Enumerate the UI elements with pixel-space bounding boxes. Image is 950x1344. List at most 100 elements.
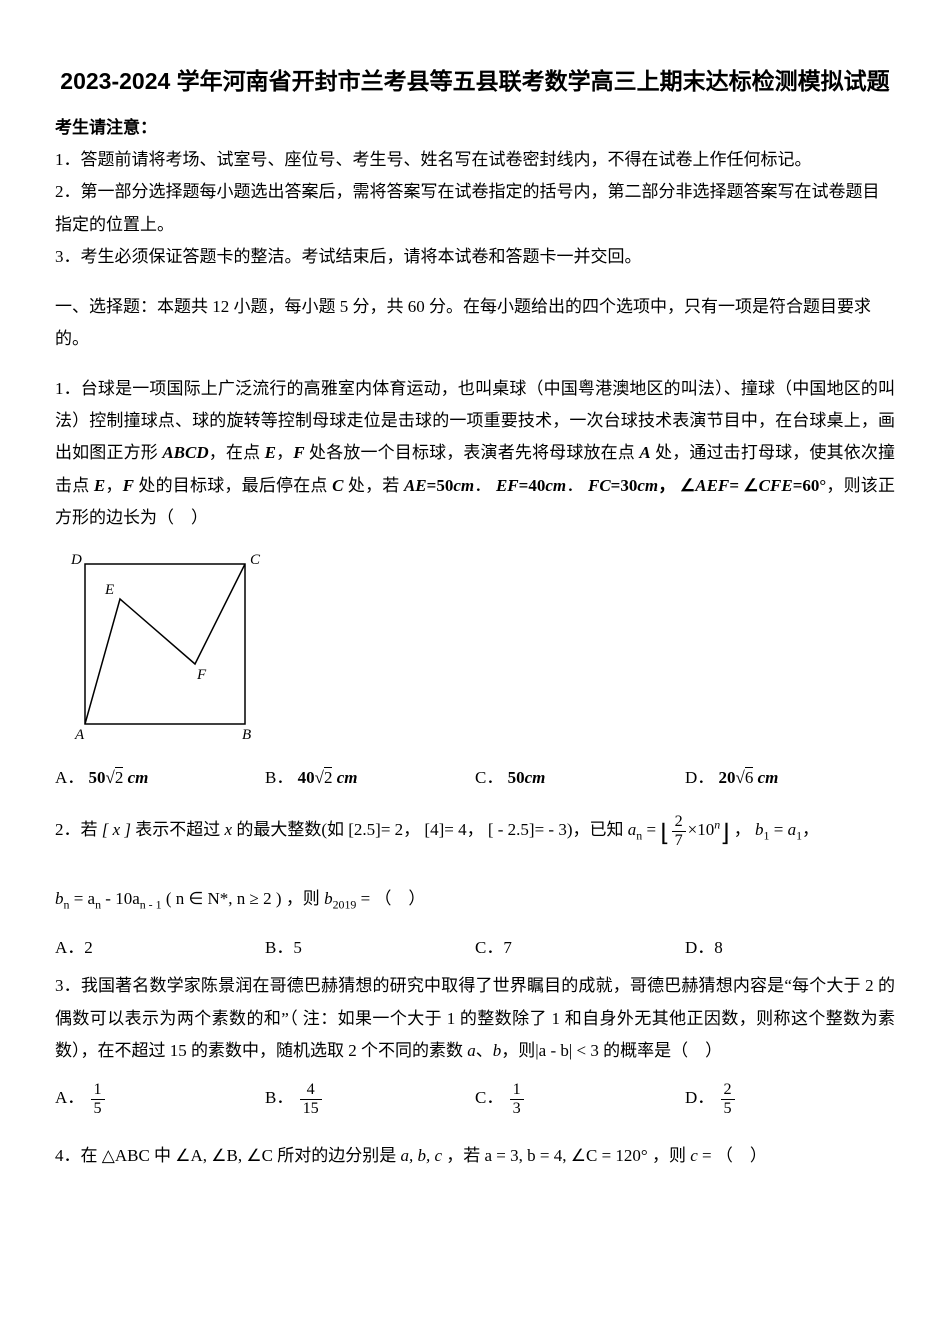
q1-D-rad: 6 bbox=[745, 767, 754, 787]
q2-ex1l: [2.5] bbox=[348, 820, 381, 839]
q4-paren: （ ） bbox=[716, 1146, 767, 1165]
q3-C-frac: 13 bbox=[510, 1081, 524, 1118]
q1-B-pre: B． bbox=[265, 768, 293, 787]
q3-D-frac: 25 bbox=[721, 1081, 735, 1118]
q2-x: x bbox=[225, 820, 233, 839]
question-1: 1．台球是一项国际上广泛流行的高雅室内体育运动，也叫桌球（中国粤港澳地区的叫法）… bbox=[55, 373, 895, 534]
q3-opt-D: D． 25 bbox=[685, 1081, 895, 1118]
q2-c2: ， bbox=[467, 820, 484, 839]
q2-eqan: = an bbox=[74, 889, 101, 908]
q1-B-cm: cm bbox=[337, 768, 358, 787]
q1-lbl-C: C bbox=[250, 552, 261, 568]
notice-line-3: 3．考生必须保证答题卡的整洁。考试结束后，请将本试卷和答题卡一并交回。 bbox=[55, 241, 895, 273]
q4-c: c bbox=[690, 1146, 698, 1165]
q1-F: F bbox=[293, 443, 304, 462]
notice-head: 考生请注意： bbox=[55, 118, 157, 137]
q4-angles: ∠A, ∠B, ∠C bbox=[175, 1146, 273, 1165]
q1-ang1: ∠ bbox=[680, 476, 695, 495]
q1-B-rad: 2 bbox=[324, 767, 333, 787]
q1-cm2: cm bbox=[545, 476, 566, 495]
q1-cm1: cm bbox=[453, 476, 474, 495]
q1-C-num: 50 bbox=[508, 768, 525, 787]
q2-10: ×10 bbox=[688, 820, 715, 839]
q1-lbl-E: E bbox=[104, 582, 114, 598]
q2-lead: 2．若 bbox=[55, 820, 98, 839]
exam-title: 2023-2024 学年河南省开封市兰考县等五县联考数学高三上期末达标检测模拟试… bbox=[55, 60, 895, 104]
q2-ex3l: [ - 2.5] bbox=[488, 820, 535, 839]
q2-cond: ( n ∈ N*, n ≥ 2 ) bbox=[166, 889, 282, 908]
q3-A-frac: 15 bbox=[91, 1081, 105, 1118]
q3-then: ，则 bbox=[501, 1041, 535, 1060]
q2-an: an bbox=[628, 820, 642, 839]
q1-AE: AE bbox=[404, 476, 427, 495]
q2-brx: [ x ] bbox=[102, 820, 131, 839]
q2-b2019: b2019 bbox=[324, 889, 356, 908]
q4-m1: 中 bbox=[154, 1146, 171, 1165]
q3-a: a bbox=[467, 1041, 476, 1060]
q1-D-cm: cm bbox=[758, 768, 779, 787]
q1-opt-C: C． 50cm bbox=[475, 762, 685, 794]
q2-opt-C: C．7 bbox=[475, 932, 685, 964]
q1-B-num: 40 bbox=[298, 768, 315, 787]
q1-EFv: =40 bbox=[519, 476, 546, 495]
q3-opt-A: A． 15 bbox=[55, 1081, 265, 1118]
q3-b: b bbox=[493, 1041, 502, 1060]
q1-D-pre: D． bbox=[685, 768, 714, 787]
notice-block: 考生请注意： 1．答题前请将考场、试室号、座位号、考生号、姓名写在试卷密封线内，… bbox=[55, 112, 895, 273]
q1-C-pre: C． bbox=[475, 768, 503, 787]
q2-options: A．2 B．5 C．7 D．8 bbox=[55, 932, 895, 964]
q2-paren: （ ） bbox=[374, 889, 425, 908]
q1-EF: EF bbox=[496, 476, 519, 495]
q1-options: A． 50√2 cm B． 40√2 cm C． 50cm D． 20√6 cm bbox=[55, 762, 895, 794]
q1-ABCD: ABCD bbox=[162, 443, 208, 462]
q2-opt-B: B．5 bbox=[265, 932, 475, 964]
question-2: 2．若 [ x ] 表示不超过 x 的最大整数(如 [2.5]= 2， [4]=… bbox=[55, 812, 895, 857]
q1-E2: E bbox=[94, 476, 105, 495]
q4-eq: = bbox=[702, 1146, 712, 1165]
q1-tc: ， bbox=[276, 443, 293, 462]
q2-ex3r: = - 3 bbox=[535, 820, 567, 839]
q2-b1: b1 bbox=[755, 820, 769, 839]
q3-B-pre: B． bbox=[265, 1088, 293, 1107]
q2-opt-A: A．2 bbox=[55, 932, 265, 964]
q1-ang2: ∠ bbox=[743, 476, 758, 495]
q1-opt-B: B． 40√2 cm bbox=[265, 762, 475, 794]
q2-bn: bn bbox=[55, 889, 69, 908]
q3-opt-C: C． 13 bbox=[475, 1081, 685, 1118]
q1-F2: F bbox=[123, 476, 134, 495]
q4-tri: △ABC bbox=[102, 1146, 150, 1165]
q1-th: 处，若 bbox=[343, 476, 404, 495]
q3-tail: 的概率是（ ） bbox=[599, 1041, 722, 1060]
q1-FCv: =30 bbox=[611, 476, 638, 495]
exam-page: 2023-2024 学年河南省开封市兰考县等五县联考数学高三上期末达标检测模拟试… bbox=[0, 0, 950, 1212]
q2-floor: ⌊ bbox=[660, 821, 669, 847]
q4-then: ，则 bbox=[652, 1146, 690, 1165]
q2-eq3: = bbox=[361, 889, 371, 908]
q1-cm3: cm bbox=[637, 476, 658, 495]
q1-svg: A B C D E F bbox=[55, 544, 265, 744]
q1-cfe: CFE bbox=[759, 476, 793, 495]
question-3: 3．我国著名数学家陈景润在哥德巴赫猜想的研究中取得了世界瞩目的成就，哥德巴赫猜想… bbox=[55, 970, 895, 1067]
q2-eq: = bbox=[646, 820, 656, 839]
question-2-line2: bn = an - 10an - 1 ( n ∈ N*, n ≥ 2 ) ，则 … bbox=[55, 883, 895, 916]
q1-tg: 处的目标球，最后停在点 bbox=[134, 476, 332, 495]
q2-frac: 27 bbox=[672, 813, 686, 850]
q1-lbl-B: B bbox=[242, 727, 251, 743]
q3-opt-B: B． 415 bbox=[265, 1081, 475, 1118]
q2-t3: )，已知 bbox=[567, 820, 624, 839]
q2-c4: ， bbox=[802, 820, 819, 839]
q3-options: A． 15 B． 415 C． 13 D． 25 bbox=[55, 1081, 895, 1118]
q3-A-pre: A． bbox=[55, 1088, 84, 1107]
q3-abs: |a - b| bbox=[535, 1041, 572, 1060]
q3-lt3: < 3 bbox=[572, 1041, 599, 1060]
q2-c3: ， bbox=[734, 820, 751, 839]
q4-cond: a = 3, b = 4, ∠C = 120° bbox=[485, 1146, 648, 1165]
q1-p2: ． bbox=[566, 476, 583, 495]
q2-floor-r: ⌋ bbox=[720, 821, 729, 847]
q1-A-rad: 2 bbox=[115, 767, 124, 787]
notice-line-2: 2．第一部分选择题每小题选出答案后，需将答案写在试卷指定的括号内，第二部分非选择… bbox=[55, 176, 895, 241]
notice-line-1: 1．答题前请将考场、试室号、座位号、考生号、姓名写在试卷密封线内，不得在试卷上作… bbox=[55, 144, 895, 176]
q3-D-pre: D． bbox=[685, 1088, 714, 1107]
q1-tb: ，在点 bbox=[209, 443, 265, 462]
q1-A-num: 50 bbox=[89, 768, 106, 787]
